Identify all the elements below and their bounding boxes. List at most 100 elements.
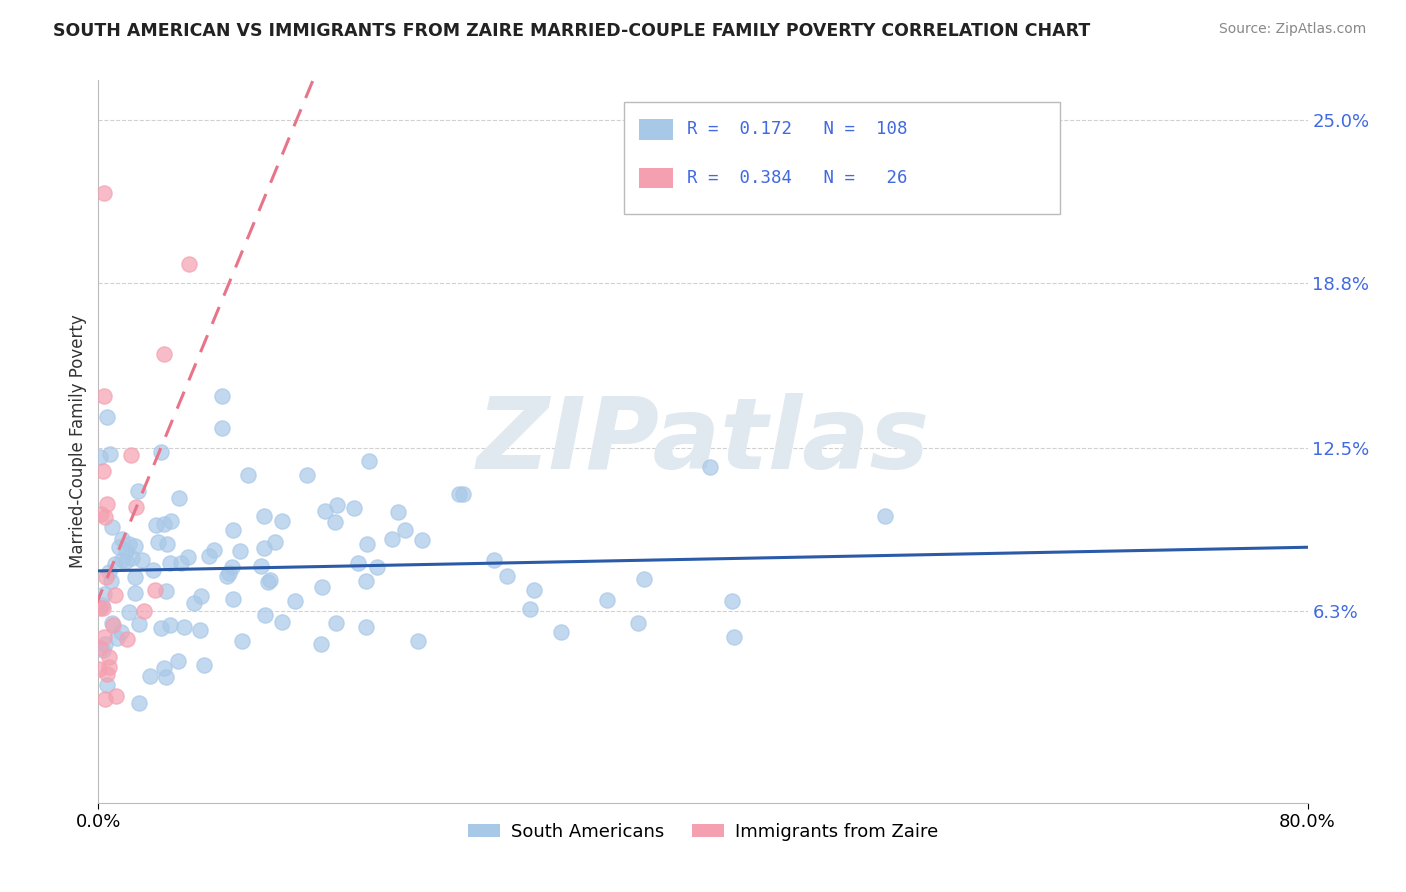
Point xyxy=(93,186,115,201)
Point xyxy=(98,649,121,664)
Point xyxy=(484,553,506,567)
Point xyxy=(159,617,181,632)
Point xyxy=(96,497,118,511)
Point xyxy=(222,591,245,606)
Point xyxy=(148,534,170,549)
Point xyxy=(149,621,172,635)
Y-axis label: Married-Couple Family Poverty: Married-Couple Family Poverty xyxy=(69,315,87,568)
Point xyxy=(217,569,239,583)
Point xyxy=(394,523,416,537)
Point xyxy=(100,574,122,588)
Point xyxy=(221,560,243,574)
Point xyxy=(354,574,377,588)
Point xyxy=(93,388,115,402)
Point xyxy=(257,574,280,589)
Point xyxy=(190,589,212,603)
Point xyxy=(94,637,117,651)
Point xyxy=(357,454,380,468)
FancyBboxPatch shape xyxy=(624,102,1060,214)
Point xyxy=(160,514,183,528)
Point xyxy=(145,517,167,532)
Point xyxy=(250,558,273,573)
Point xyxy=(211,388,233,402)
Point xyxy=(723,630,745,644)
Point xyxy=(98,447,121,461)
Point xyxy=(93,464,115,478)
Point xyxy=(550,625,572,640)
Point xyxy=(411,533,433,548)
Text: R =  0.172   N =  108: R = 0.172 N = 108 xyxy=(688,120,908,138)
Point xyxy=(110,625,132,640)
Point xyxy=(96,410,118,425)
Point xyxy=(91,642,114,657)
Point xyxy=(188,623,211,637)
Point xyxy=(343,500,366,515)
Point xyxy=(127,484,149,499)
Point xyxy=(451,486,474,500)
Point xyxy=(699,460,721,475)
Point xyxy=(89,662,111,676)
Point xyxy=(124,585,146,599)
Point xyxy=(159,556,181,570)
Point xyxy=(108,540,131,554)
Point xyxy=(128,616,150,631)
Point xyxy=(153,347,176,361)
Point xyxy=(633,572,655,586)
Point xyxy=(170,556,193,570)
Point xyxy=(91,601,114,615)
Bar xyxy=(638,120,673,139)
Point xyxy=(143,583,166,598)
Point xyxy=(94,510,117,524)
Point xyxy=(347,556,370,570)
Point xyxy=(264,534,287,549)
Text: ZIPatlas: ZIPatlas xyxy=(477,393,929,490)
Point xyxy=(131,552,153,566)
Text: R =  0.384   N =   26: R = 0.384 N = 26 xyxy=(688,169,908,186)
Point xyxy=(721,594,744,608)
Point xyxy=(254,608,277,623)
Point xyxy=(125,500,148,514)
Point xyxy=(229,544,252,558)
Point xyxy=(96,667,118,681)
Point xyxy=(132,604,155,618)
Point xyxy=(153,516,176,531)
Point xyxy=(150,444,173,458)
Point xyxy=(218,566,240,581)
Point xyxy=(104,557,127,571)
Point xyxy=(211,421,233,435)
Point xyxy=(91,598,114,612)
Point xyxy=(97,660,120,674)
Point xyxy=(142,563,165,577)
Point xyxy=(873,509,896,524)
Point xyxy=(179,257,201,271)
Point xyxy=(93,587,115,601)
Point xyxy=(115,632,138,647)
Point xyxy=(128,696,150,710)
Point xyxy=(253,508,276,523)
Point xyxy=(167,491,190,506)
Point xyxy=(325,616,347,631)
Point xyxy=(105,631,128,645)
Point xyxy=(124,570,146,584)
Point xyxy=(118,606,141,620)
Point xyxy=(90,507,112,521)
Point xyxy=(449,487,471,501)
Point xyxy=(326,498,349,512)
Point xyxy=(173,620,195,634)
Point xyxy=(124,539,146,553)
Point xyxy=(101,520,124,534)
Point xyxy=(121,550,143,565)
Point xyxy=(259,573,281,587)
Point xyxy=(523,583,546,598)
Point xyxy=(408,634,430,648)
Text: Source: ZipAtlas.com: Source: ZipAtlas.com xyxy=(1219,22,1367,37)
Point xyxy=(198,549,221,563)
Point xyxy=(323,515,346,529)
Point xyxy=(89,600,111,615)
Point xyxy=(193,658,215,673)
Point xyxy=(98,566,121,580)
Point xyxy=(271,615,294,629)
Point xyxy=(311,581,333,595)
Point xyxy=(94,692,117,706)
Point xyxy=(89,641,111,656)
